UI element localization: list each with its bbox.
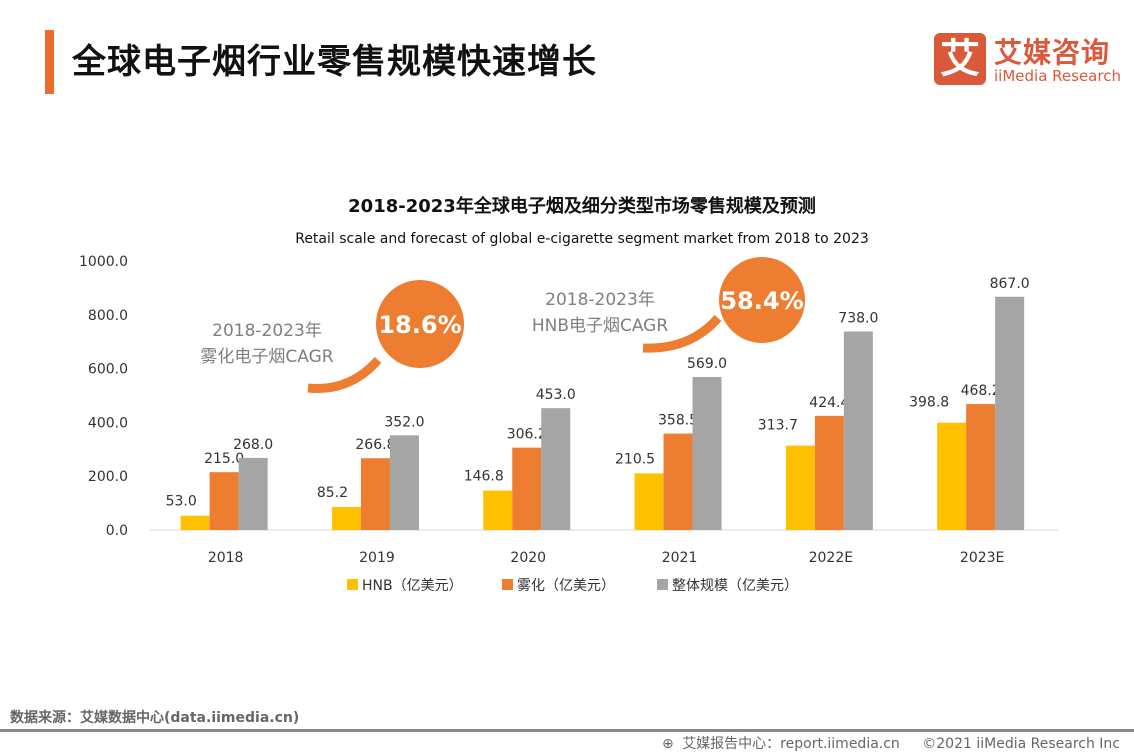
x-tick-label: 2020: [510, 550, 546, 566]
data-label: 358.5: [658, 413, 698, 429]
data-label: 424.4: [809, 395, 849, 411]
bar: [512, 447, 542, 530]
logo: 艾 艾媒咨询 iiMedia Research: [934, 33, 1134, 87]
data-label: 266.8: [355, 437, 395, 453]
y-tick-label: 400.0: [88, 415, 128, 431]
x-tick-label: 2019: [359, 550, 395, 566]
chart-title: 2018-2023年全球电子烟及细分类型市场零售规模及预测: [348, 195, 816, 217]
data-label: 738.0: [838, 310, 878, 326]
data-label: 398.8: [909, 395, 949, 411]
data-source: 数据来源：艾媒数据中心(data.iimedia.cn): [10, 710, 300, 726]
data-label: 215.0: [204, 451, 244, 467]
logo-mark: 艾: [934, 33, 986, 85]
data-label: 53.0: [166, 494, 197, 510]
bar: [331, 507, 361, 530]
cagr-label: 2018-2023年: [545, 290, 655, 310]
data-label: 569.0: [687, 356, 727, 372]
data-label: 468.2: [961, 383, 1001, 399]
x-tick-label: 2018: [208, 550, 244, 566]
cagr-label: HNB电子烟CAGR: [532, 316, 669, 336]
cagr-label: 2018-2023年: [212, 321, 322, 341]
bar: [483, 490, 513, 530]
bar: [238, 457, 268, 530]
bar: [814, 415, 844, 530]
legend-swatch: [502, 579, 513, 590]
report-center-link[interactable]: 艾媒报告中心：report.iimedia.cn: [682, 736, 900, 752]
bar: [995, 296, 1025, 530]
bar: [360, 458, 390, 530]
globe-icon: ⊕: [662, 736, 674, 752]
data-label: 453.0: [536, 387, 576, 403]
data-label: 210.5: [615, 451, 655, 467]
data-label: 306.2: [507, 427, 547, 443]
data-label: 352.0: [384, 414, 424, 430]
arrow-icon: [307, 356, 382, 393]
bar: [541, 408, 571, 530]
bar: [663, 433, 693, 530]
bar: [843, 331, 873, 530]
legend-swatch: [347, 579, 358, 590]
chart-subtitle: Retail scale and forecast of global e-ci…: [295, 231, 869, 247]
cagr-value: 58.4%: [720, 287, 803, 315]
legend-swatch: [657, 579, 668, 590]
page-title: 全球电子烟行业零售规模快速增长: [72, 42, 597, 82]
arrow-icon: [642, 314, 722, 353]
y-tick-label: 800.0: [88, 308, 128, 324]
bar: [937, 422, 967, 530]
data-label: 268.0: [233, 437, 273, 453]
y-tick-label: 0.0: [106, 523, 128, 539]
x-tick-label: 2022E: [809, 550, 853, 566]
footer: ⊕ 艾媒报告中心：report.iimedia.cn ©2021 iiMedia…: [658, 733, 1120, 753]
legend-label: 雾化（亿美元）: [517, 578, 615, 594]
bar: [692, 376, 722, 530]
bar: [785, 445, 815, 530]
data-label: 85.2: [317, 485, 348, 501]
copyright: ©2021 iiMedia Research Inc: [922, 736, 1120, 752]
bar-chart: 2018-2023年全球电子烟及细分类型市场零售规模及预测 Retail sca…: [79, 195, 1058, 594]
cagr-bubble: [376, 280, 464, 368]
y-tick-label: 200.0: [88, 469, 128, 485]
cagr-value: 18.6%: [378, 311, 461, 339]
legend-label: 整体规模（亿美元）: [672, 578, 798, 594]
title-accent-bar: [45, 30, 54, 94]
bar: [966, 404, 996, 530]
bar: [180, 515, 210, 530]
x-tick-label: 2023E: [960, 550, 1004, 566]
x-tick-label: 2021: [662, 550, 698, 566]
y-tick-label: 1000.0: [79, 254, 128, 270]
bar: [209, 472, 239, 530]
bar: [389, 435, 419, 530]
cagr-label: 雾化电子烟CAGR: [200, 347, 333, 367]
legend-label: HNB（亿美元）: [362, 578, 463, 594]
data-label: 313.7: [758, 418, 798, 434]
cagr-bubble: [719, 257, 805, 343]
footer-divider: [0, 729, 1134, 732]
logo-name-en: iiMedia Research: [994, 67, 1121, 85]
logo-name-cn: 艾媒咨询: [994, 36, 1111, 69]
data-label: 867.0: [990, 276, 1030, 292]
data-label: 146.8: [464, 469, 504, 485]
bar: [634, 473, 664, 530]
y-tick-label: 600.0: [88, 362, 128, 378]
